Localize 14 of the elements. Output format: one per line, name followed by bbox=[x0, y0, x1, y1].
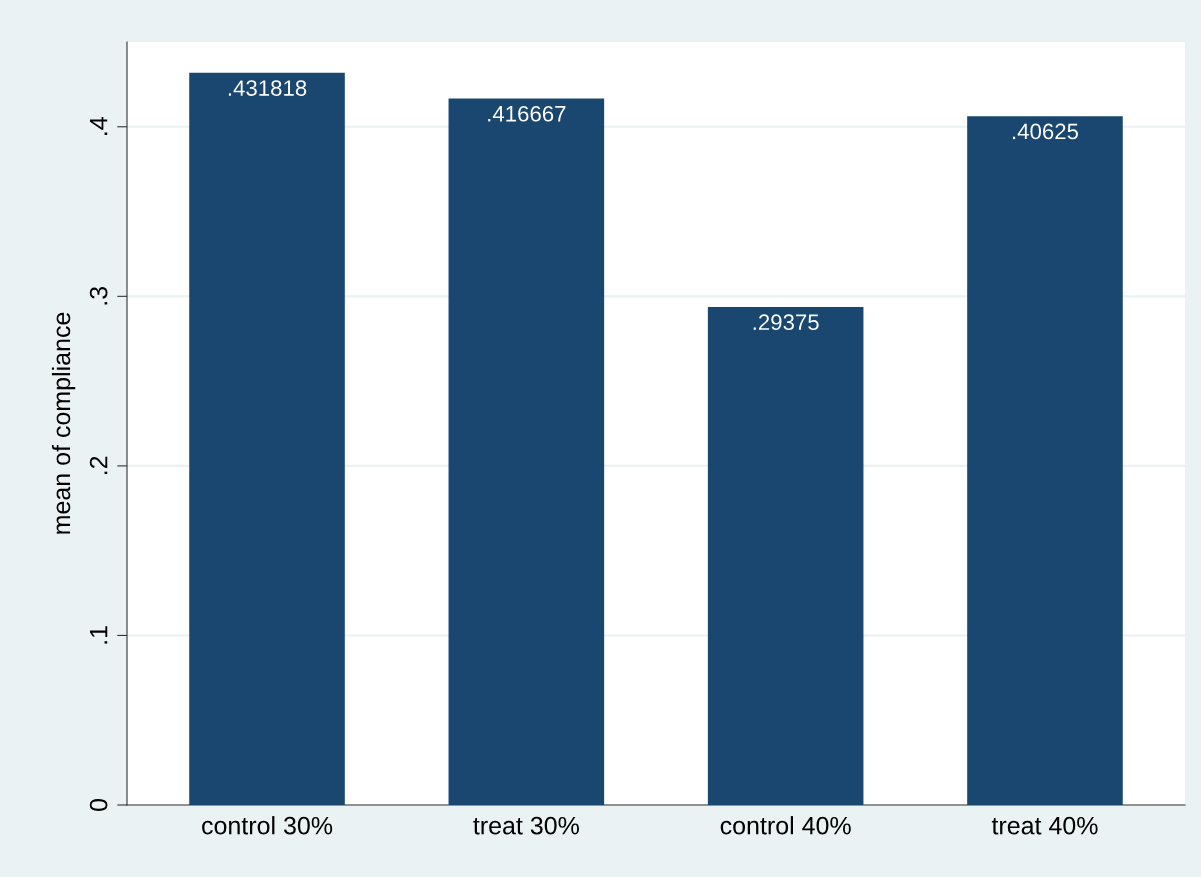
y-tick-label: .3 bbox=[89, 287, 108, 305]
data-label: .431818 bbox=[228, 80, 307, 96]
data-label: .416667 bbox=[488, 105, 566, 122]
y-tick-label: .2 bbox=[89, 456, 108, 475]
x-tick-label: control 40% bbox=[720, 816, 851, 835]
y-tick-label: .1 bbox=[90, 626, 108, 644]
y-axis-title: mean of compliance bbox=[51, 312, 76, 534]
x-tick-label: treat 40% bbox=[991, 816, 1098, 835]
y-tick-label: .4 bbox=[90, 117, 108, 135]
data-label: .29375 bbox=[753, 314, 819, 331]
x-tick-label: treat 30% bbox=[473, 816, 579, 835]
y-tick-label: 0 bbox=[89, 799, 108, 811]
x-tick-label: control 30% bbox=[202, 816, 333, 835]
data-label: .40625 bbox=[1013, 123, 1079, 140]
